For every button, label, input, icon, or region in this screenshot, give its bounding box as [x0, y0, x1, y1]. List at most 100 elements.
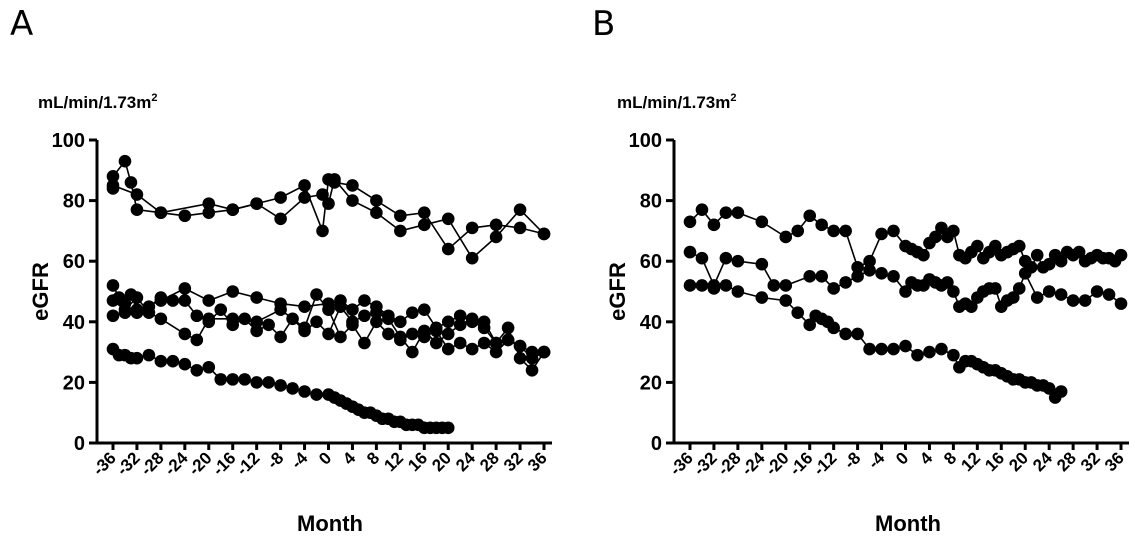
data-point-a-5	[214, 303, 228, 316]
data-point-a-3	[226, 285, 240, 298]
data-point-b-3	[683, 279, 697, 292]
data-point-a-6	[298, 385, 311, 398]
data-point-a-2	[274, 191, 287, 204]
data-point-b-3	[935, 342, 948, 356]
data-point-a-4	[477, 336, 491, 350]
data-point-b-3	[851, 327, 864, 341]
data-point-a-5	[477, 315, 491, 329]
data-point-a-3	[250, 291, 263, 304]
data-point-a-3	[178, 282, 192, 295]
data-point-a-6	[286, 382, 299, 395]
data-point-b-2	[1066, 294, 1080, 307]
data-point-b-2	[815, 270, 828, 283]
data-point-b-3	[707, 282, 721, 295]
data-point-b-1	[875, 227, 888, 241]
data-point-a-4	[250, 315, 263, 329]
x-tick-label-b: 4	[916, 448, 937, 469]
panel-b-letter: B	[592, 4, 616, 44]
data-point-a-5	[286, 312, 299, 326]
data-point-a-2	[250, 197, 263, 210]
data-point-a-6	[238, 373, 251, 386]
data-point-a-6	[441, 421, 455, 435]
data-point-a-6	[262, 376, 275, 389]
data-point-a-1	[417, 218, 431, 232]
data-point-b-2	[1012, 282, 1026, 295]
x-tick-label-a: 0	[315, 448, 335, 468]
data-point-b-1	[779, 230, 793, 244]
data-point-a-1	[370, 206, 383, 220]
data-point-b-2	[851, 270, 864, 283]
data-point-a-5	[441, 327, 455, 341]
data-point-a-1	[394, 224, 407, 238]
y-tick-label-a: 80	[63, 191, 85, 213]
data-point-b-2	[899, 285, 912, 298]
data-point-b-1	[929, 230, 942, 244]
data-point-a-4	[358, 336, 371, 350]
data-point-a-3	[394, 315, 407, 329]
data-point-b-2	[965, 300, 978, 313]
data-point-a-4	[489, 345, 503, 359]
data-point-a-2	[154, 206, 168, 220]
data-point-a-5	[190, 309, 204, 323]
data-point-a-1	[465, 251, 479, 265]
data-point-a-2	[202, 206, 216, 220]
data-point-a-3	[358, 294, 371, 307]
data-point-a-1	[489, 230, 503, 244]
data-point-b-1	[851, 260, 864, 274]
data-point-a-1	[441, 212, 455, 226]
data-point-a-1	[124, 176, 138, 189]
data-point-a-5	[142, 300, 156, 313]
data-point-a-6	[310, 388, 323, 401]
data-point-a-2	[178, 209, 192, 223]
data-point-a-5	[118, 306, 132, 320]
data-point-a-1	[202, 197, 216, 210]
data-point-a-3	[298, 300, 311, 313]
data-point-a-3	[106, 279, 120, 292]
data-point-a-2	[316, 224, 329, 238]
data-point-a-4	[525, 351, 539, 365]
panel-a-letter: A	[10, 4, 34, 44]
data-point-a-2	[441, 242, 455, 256]
data-point-a-4	[465, 342, 479, 356]
data-point-a-6	[190, 363, 204, 377]
data-point-b-1	[707, 218, 721, 232]
data-point-a-2	[106, 179, 120, 192]
x-axis-title-a: Month	[297, 511, 363, 536]
unit-superscript-a: 2	[151, 92, 157, 104]
x-tick-label-a: 4	[339, 448, 360, 469]
data-point-b-3	[1054, 385, 1068, 398]
y-tick-label-a: 40	[63, 312, 85, 334]
data-point-a-5	[310, 315, 323, 329]
data-point-a-5	[465, 312, 479, 326]
data-point-a-3	[202, 294, 216, 307]
data-point-b-1	[887, 224, 900, 238]
data-point-a-6	[178, 357, 192, 371]
data-point-a-6	[202, 360, 216, 374]
unit-superscript-b: 2	[730, 92, 736, 104]
y-tick-label-b: 100	[629, 130, 662, 152]
data-point-b-2	[863, 263, 876, 277]
data-point-a-4	[406, 327, 419, 341]
data-point-b-2	[1054, 288, 1068, 301]
data-point-b-3	[695, 279, 709, 292]
data-point-a-5	[334, 300, 347, 313]
data-point-a-5	[489, 336, 503, 350]
data-point-a-6	[250, 376, 263, 389]
data-point-b-2	[1102, 288, 1116, 301]
x-tick-label-a: 36	[524, 448, 551, 475]
x-tick-label-a: 8	[363, 448, 383, 468]
data-point-a-4	[190, 333, 204, 347]
data-point-b-2	[1006, 291, 1020, 304]
data-point-b-1	[988, 239, 1002, 253]
data-point-a-5	[166, 294, 180, 307]
data-point-a-5	[238, 312, 251, 326]
data-point-b-1	[1012, 239, 1026, 253]
data-point-b-1	[755, 215, 769, 229]
data-point-b-3	[827, 321, 840, 335]
data-point-b-2	[875, 267, 888, 280]
data-point-a-4	[154, 312, 168, 326]
data-point-b-1	[815, 218, 828, 232]
data-point-b-3	[875, 342, 888, 356]
data-point-a-1	[513, 203, 527, 216]
data-point-a-5	[417, 324, 431, 338]
